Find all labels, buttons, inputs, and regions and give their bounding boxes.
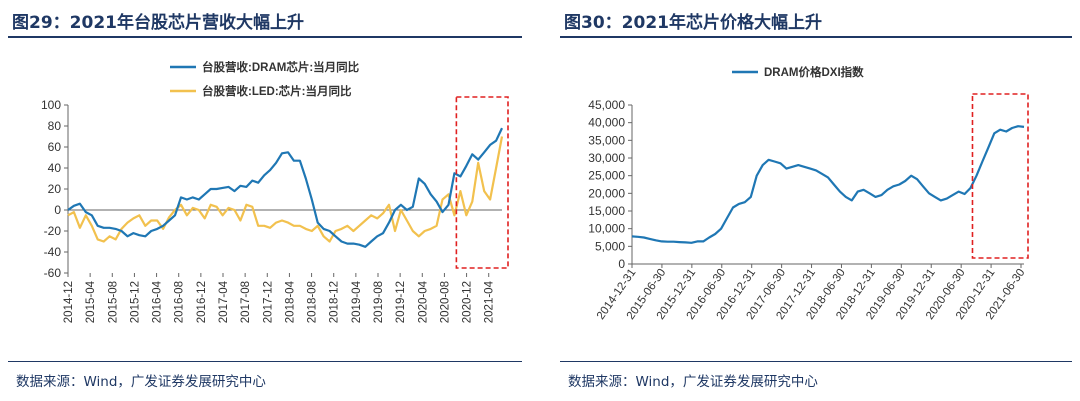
y-tick-label: 0 (54, 203, 61, 217)
x-tick-label: 2016-12 (196, 281, 208, 323)
y-tick-label: -60 (44, 266, 62, 280)
x-tick-label: 2014-12 (63, 281, 75, 323)
series-line (67, 127, 503, 248)
left-figure-title: 图29：2021年台股芯片营收大幅上升 (12, 13, 304, 33)
legend-label: 台股营收:LED:芯片:当月同比 (202, 84, 352, 98)
y-tick-label: 10,000 (588, 222, 625, 236)
highlight-box (455, 96, 509, 269)
series-line (631, 125, 1025, 244)
y-tick-label: 30,000 (588, 151, 625, 165)
highlight-box (971, 93, 1029, 259)
right-line-chart: DRAM价格DXI指数 0 5,000 10,000 15,000 20,000 25,00… (588, 65, 1029, 322)
legend-label: 台股营收:DRAM芯片:当月同比 (202, 60, 360, 74)
y-tick-label: 5,000 (595, 239, 625, 253)
y-tick-label: -40 (44, 245, 62, 259)
x-tick-label: 2016-04 (152, 280, 164, 323)
y-tick-label: 20 (48, 182, 62, 196)
y-tick-label: 40 (48, 161, 62, 175)
right-source-note: 数据来源：Wind，广发证券发展研究中心 (568, 374, 818, 390)
x-tick-label: 2015-08 (107, 281, 119, 323)
x-tick-label: 2017-12 (262, 281, 274, 323)
right-figure-panel: 图30：2021年芯片价格大幅上升 DRAM价格DXI指数 0 5,000 10,00… (552, 0, 1080, 401)
left-source-note: 数据来源：Wind，广发证券发展研究中心 (16, 374, 266, 390)
x-tick-label: 2019-08 (373, 281, 385, 323)
x-tick-label: 2020-08 (439, 281, 451, 323)
right-figure-title: 图30：2021年芯片价格大幅上升 (564, 13, 822, 33)
x-tick-label: 2017-08 (240, 281, 252, 323)
x-tick-label: 2018-08 (307, 281, 319, 323)
y-tick-label: 40,000 (588, 116, 625, 130)
x-tick-label: 2017-04 (218, 280, 230, 323)
y-tick-label: 35,000 (588, 133, 625, 147)
y-tick-label: 0 (618, 257, 625, 271)
x-tick-label: 2021-04 (484, 280, 496, 323)
x-tick-label: 2020-12 (462, 281, 474, 323)
y-tick-label: 80 (48, 119, 62, 133)
x-tick-label: 2018-04 (284, 280, 296, 323)
y-tick-label: -20 (44, 224, 62, 238)
x-tick-label: 2019-04 (351, 280, 363, 323)
left-source-rule (8, 361, 522, 362)
legend-label: DRAM价格DXI指数 (764, 65, 864, 79)
y-tick-label: 45,000 (588, 98, 625, 112)
x-tick-label: 2019-12 (395, 281, 407, 323)
right-title-rule (560, 36, 1072, 38)
left-figure-panel: 图29：2021年台股芯片营收大幅上升 台股营收:DRAM芯片:当月同比 台股营收… (0, 0, 530, 401)
y-tick-label: 100 (41, 98, 61, 112)
x-tick-label: 2018-12 (329, 281, 341, 323)
x-tick-label: 2015-12 (129, 281, 141, 323)
right-source-rule (560, 361, 1072, 362)
y-tick-label: 25,000 (588, 169, 625, 183)
y-tick-label: 20,000 (588, 186, 625, 200)
x-tick-label: 2020-04 (417, 280, 429, 323)
y-tick-label: 15,000 (588, 204, 625, 218)
y-tick-label: 60 (48, 140, 62, 154)
left-title-rule (8, 36, 522, 38)
x-tick-label: 2015-04 (85, 280, 97, 323)
x-tick-label: 2016-08 (174, 281, 186, 323)
series-line (67, 136, 504, 243)
